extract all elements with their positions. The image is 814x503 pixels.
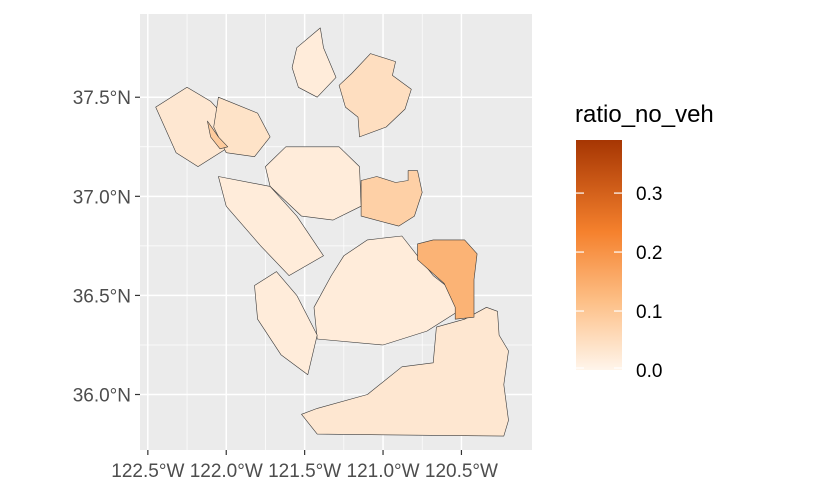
- region-northeast: [338, 53, 412, 138]
- y-axis: 36.0°N 36.5°N 37.0°N 37.5°N: [73, 88, 140, 407]
- legend-colorbar: [576, 140, 622, 370]
- y-tick-label: 36.0°N: [73, 386, 131, 407]
- legend-break-label: 0.1: [636, 302, 662, 323]
- y-tick-label: 36.5°N: [73, 286, 131, 307]
- region-bay-east: [213, 96, 271, 157]
- region-mid-east: [360, 170, 423, 227]
- region-inland-band: [265, 146, 362, 221]
- legend-breaks: 0.0 0.1 0.2 0.3: [576, 184, 662, 382]
- legend: ratio_no_veh 0.0 0.1 0.2 0.3: [575, 101, 714, 382]
- legend-break-label: 0.2: [636, 243, 662, 264]
- legend-break-label: 0.0: [636, 361, 662, 382]
- x-tick-label: 121.0°W: [347, 461, 420, 482]
- x-tick-label: 122.5°W: [111, 461, 184, 482]
- y-tick-label: 37.5°N: [73, 88, 131, 109]
- x-axis: 122.5°W 122.0°W 121.5°W 121.0°W 120.5°W: [111, 450, 498, 482]
- region-southern: [301, 307, 509, 437]
- region-southwest: [254, 271, 318, 375]
- x-tick-label: 120.5°W: [425, 461, 498, 482]
- y-tick-label: 37.0°N: [73, 187, 131, 208]
- legend-title: ratio_no_veh: [575, 101, 714, 128]
- map-regions: [155, 27, 509, 437]
- region-coastal-band: [218, 176, 324, 276]
- region-north-central: [291, 27, 337, 98]
- legend-break-label: 0.3: [636, 184, 662, 205]
- x-tick-label: 122.0°W: [190, 461, 263, 482]
- x-tick-label: 121.5°W: [268, 461, 341, 482]
- region-east-high: [417, 239, 478, 320]
- region-bay-tract: [207, 120, 229, 150]
